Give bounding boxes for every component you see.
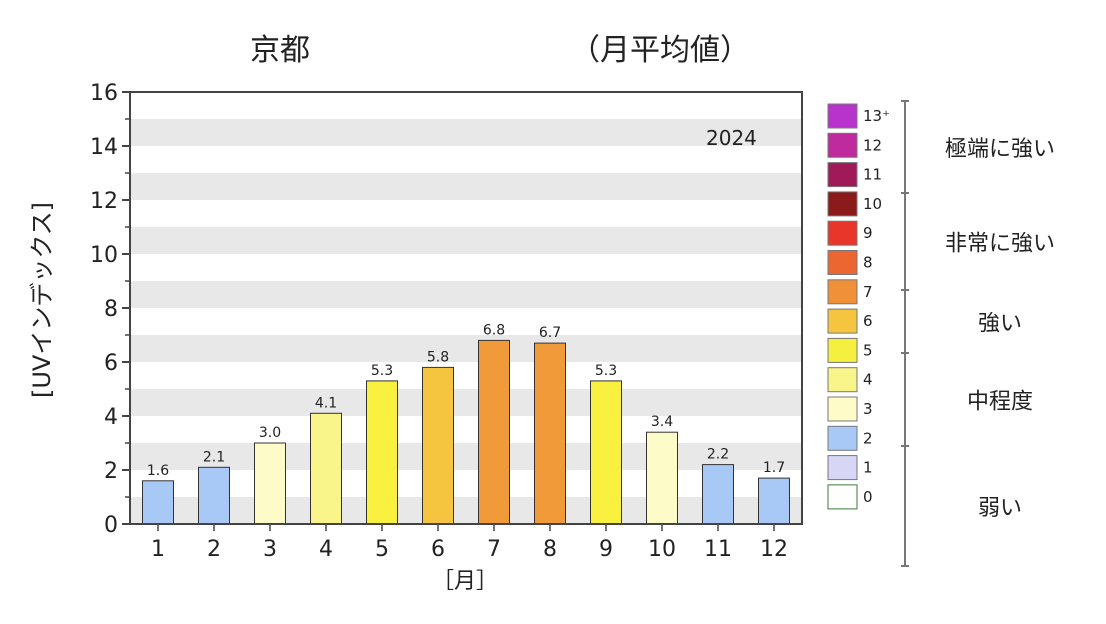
legend-scale-label: 1 xyxy=(863,459,873,477)
year-label: 2024 xyxy=(706,126,757,150)
bar-value-label: 3.0 xyxy=(259,425,281,441)
legend-scale-label: 5 xyxy=(863,341,873,359)
bar-value-label: 4.1 xyxy=(315,395,337,411)
legend-scale-label: 0 xyxy=(863,488,873,506)
y-tick-label: 6 xyxy=(104,351,118,376)
legend-swatch xyxy=(827,250,858,275)
legend-category-label: 強い xyxy=(978,312,1022,337)
legend-category-label: 中程度 xyxy=(967,390,1033,415)
grid-band xyxy=(130,173,802,200)
y-tick-label: 12 xyxy=(90,189,118,214)
legend-scale-label: 9 xyxy=(863,224,873,242)
bar-value-label: 2.2 xyxy=(707,447,729,463)
x-tick-label: 7 xyxy=(487,537,501,562)
plot-frame xyxy=(129,91,803,525)
legend-swatch xyxy=(827,455,858,481)
legend-swatch xyxy=(827,484,858,510)
grid-band xyxy=(130,443,802,470)
grid-band xyxy=(130,497,802,524)
legend-swatch xyxy=(827,337,858,363)
y-axis-label: [UVインデックス] xyxy=(28,202,56,398)
bar xyxy=(478,339,510,525)
bar xyxy=(646,431,678,525)
legend-category-label: 極端に強い xyxy=(945,137,1055,162)
legend-scale-label: 4 xyxy=(863,371,873,389)
x-tick-label: 3 xyxy=(263,537,277,562)
legend-swatch xyxy=(827,191,858,217)
legend-swatch xyxy=(827,396,858,422)
bar xyxy=(142,480,174,525)
bar-value-label: 6.8 xyxy=(483,322,505,338)
legend-scale-label: 11 xyxy=(863,166,882,184)
bar xyxy=(702,464,734,525)
x-tick-label: 6 xyxy=(431,537,445,562)
bar xyxy=(534,342,566,525)
bar xyxy=(590,380,622,525)
legend-swatch xyxy=(827,425,858,451)
x-tick-label: 8 xyxy=(543,537,557,562)
legend-scale-label: 12 xyxy=(863,136,882,154)
background-bands xyxy=(130,92,802,524)
grid-band xyxy=(130,227,802,254)
y-tick-label: 8 xyxy=(104,297,118,322)
grid-band xyxy=(130,119,802,146)
bar-value-label: 5.8 xyxy=(427,349,449,365)
x-tick-label: 9 xyxy=(599,537,613,562)
y-tick-label: 4 xyxy=(104,405,118,430)
x-tick-label: 2 xyxy=(207,537,221,562)
legend-swatch xyxy=(827,279,858,305)
x-tick-label: 12 xyxy=(760,537,788,562)
bar-value-label: 3.4 xyxy=(651,414,673,430)
legend-swatch xyxy=(827,367,858,393)
legend-swatch xyxy=(827,162,858,188)
x-tick-label: 10 xyxy=(648,537,676,562)
y-tick-label: 0 xyxy=(104,513,118,538)
legend-scale-label: 2 xyxy=(863,429,873,447)
y-tick-label: 10 xyxy=(90,243,118,268)
grid-band xyxy=(130,389,802,416)
bar xyxy=(366,380,398,525)
legend-scale-label: 7 xyxy=(863,283,873,301)
bar-value-label: 5.3 xyxy=(371,363,393,379)
x-tick-label: 11 xyxy=(704,537,732,562)
bar xyxy=(198,466,230,525)
y-tick-label: 16 xyxy=(90,81,118,106)
chart-title: 京都 xyxy=(250,33,310,68)
bar-value-label: 1.6 xyxy=(147,463,169,479)
legend-scale-label: 3 xyxy=(863,400,873,418)
legend-scale-label: 10 xyxy=(863,195,882,213)
legend-swatch xyxy=(827,132,858,158)
legend-scale-label: 8 xyxy=(863,254,873,272)
bar xyxy=(254,442,286,525)
legend-swatch xyxy=(827,103,858,129)
bar-value-label: 6.7 xyxy=(539,325,561,341)
legend-category-label: 非常に強い xyxy=(945,232,1055,257)
x-tick-label: 1 xyxy=(151,537,165,562)
bar xyxy=(422,366,454,525)
grid-band xyxy=(130,281,802,308)
y-tick-labels: 0 2 4 6 8 10 12 14 16 xyxy=(90,81,130,538)
legend-scale-label: 13⁺ xyxy=(863,107,890,125)
legend-swatch xyxy=(827,220,858,246)
bar-value-label: 2.1 xyxy=(203,449,225,465)
y-tick-label: 14 xyxy=(90,135,118,160)
x-tick-label: 4 xyxy=(319,537,333,562)
bar-value-label: 5.3 xyxy=(595,363,617,379)
y-tick-label: 2 xyxy=(104,459,118,484)
bar xyxy=(758,477,790,525)
legend-swatch xyxy=(827,308,858,334)
x-axis-label: ［月］ xyxy=(432,569,498,594)
x-tick-label: 5 xyxy=(375,537,389,562)
legend-category-label: 弱い xyxy=(978,496,1022,521)
legend-scale-label: 6 xyxy=(863,312,873,330)
bar-value-label: 1.7 xyxy=(763,460,785,476)
bar xyxy=(310,412,342,525)
bars: 1.6 2.1 3.0 4.1 5.3 5.8 6.8 6.7 5.3 3.4 2.2 1.7 xyxy=(142,322,790,525)
grid-band xyxy=(130,335,802,362)
x-tick-labels: 1 2 3 4 5 6 7 8 9 10 11 12 xyxy=(151,524,788,562)
chart-subtitle: （月平均値） xyxy=(570,33,750,68)
